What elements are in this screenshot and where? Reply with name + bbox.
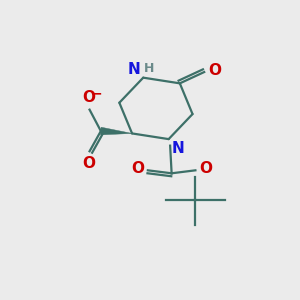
Text: O: O — [208, 63, 221, 78]
Text: N: N — [172, 141, 184, 156]
Text: −: − — [90, 87, 102, 101]
Text: O: O — [199, 161, 212, 176]
Text: O: O — [82, 156, 95, 171]
Text: N: N — [128, 62, 140, 77]
Polygon shape — [100, 127, 132, 135]
Text: O: O — [82, 90, 95, 105]
Text: H: H — [144, 62, 154, 75]
Text: O: O — [131, 161, 144, 176]
